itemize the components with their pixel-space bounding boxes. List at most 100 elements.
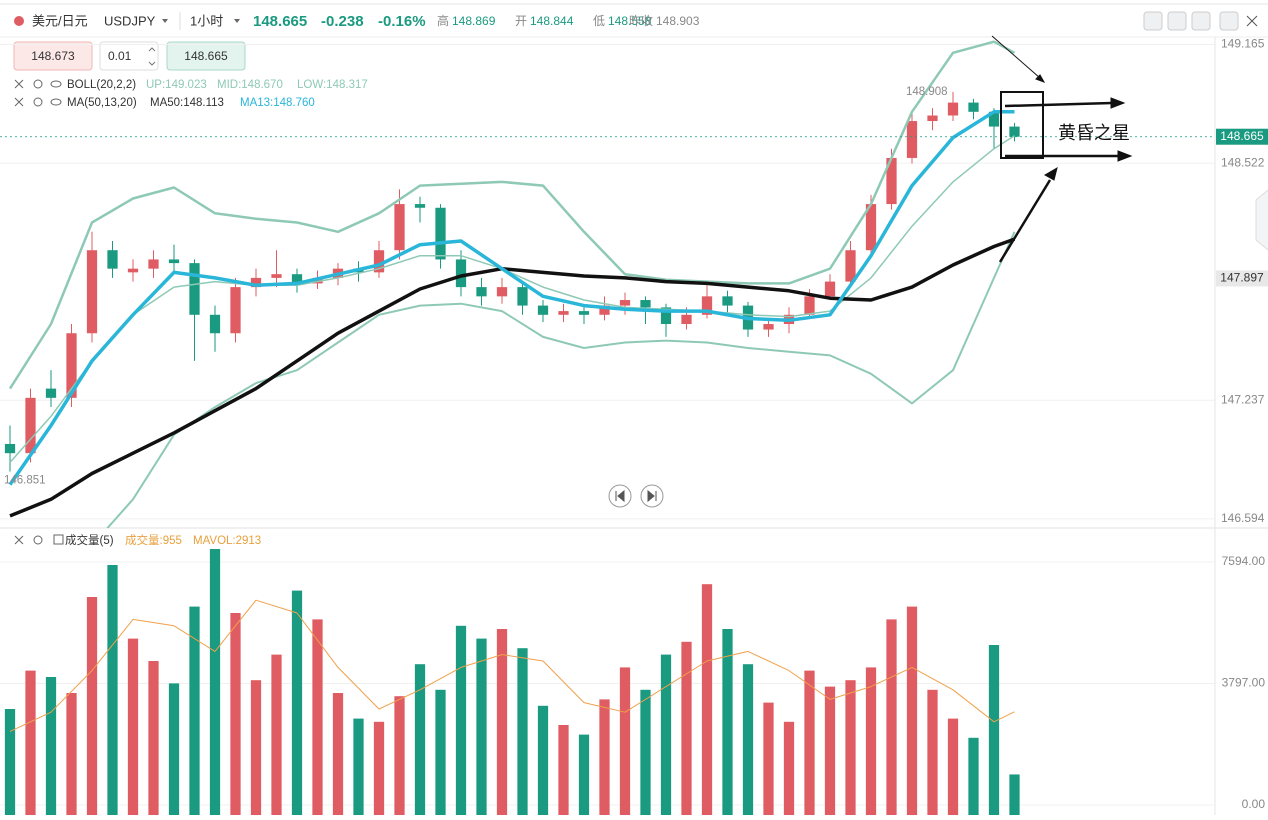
- indicator-line: [9, 599, 1015, 732]
- sell-price: 148.673: [31, 49, 75, 63]
- candle-body: [865, 204, 877, 251]
- volume-bar: [906, 606, 918, 815]
- volume-bar: [394, 696, 405, 815]
- candle-body: [230, 287, 241, 334]
- candle-body: [271, 274, 282, 278]
- qty-box[interactable]: [99, 41, 159, 71]
- candle-body: [148, 259, 159, 269]
- candle-body: [578, 311, 590, 315]
- volume-bar: [312, 619, 323, 815]
- arrow: [1004, 101, 1113, 108]
- symbol-name[interactable]: 美元/日元: [32, 13, 88, 28]
- volume-bar: [927, 689, 938, 815]
- volume-bar: [332, 693, 344, 815]
- candle-body: [906, 121, 918, 158]
- low-label: 低: [593, 14, 605, 28]
- volume-bar: [168, 683, 180, 815]
- volume-bar: [537, 705, 549, 815]
- y-tick-label: 147.237: [1221, 392, 1265, 406]
- boll-mid: MID:148.670: [217, 79, 283, 91]
- close-icon[interactable]: [1246, 15, 1258, 27]
- candle-body: [496, 287, 508, 297]
- dropdown-icon[interactable]: [162, 19, 168, 23]
- settings-icon[interactable]: [33, 79, 43, 89]
- y-tick-label: 146.594: [1221, 511, 1265, 525]
- boll-low: LOW:148.317: [297, 79, 368, 91]
- interval[interactable]: 1小时: [190, 13, 223, 28]
- candle-body: [414, 204, 426, 208]
- candle-body: [619, 300, 631, 306]
- eye-icon[interactable]: [50, 80, 62, 88]
- volume-bar: [701, 584, 713, 815]
- price-marker: [1216, 128, 1268, 145]
- volume-bar: [25, 670, 36, 815]
- tool-button[interactable]: [1191, 11, 1211, 31]
- volume-bar: [127, 638, 139, 815]
- candle-body: [927, 115, 938, 122]
- candle-body: [763, 324, 774, 330]
- remove-icon[interactable]: [14, 79, 24, 545]
- prev: 148.903: [656, 14, 700, 28]
- volume-bar: [189, 606, 200, 815]
- high-label: 高: [437, 13, 449, 28]
- candle-body: [722, 296, 733, 306]
- eye-icon[interactable]: [50, 98, 62, 106]
- expand-icon[interactable]: [53, 534, 64, 545]
- candle-body: [804, 296, 815, 315]
- dropdown-icon[interactable]: [234, 19, 240, 23]
- toolbar: [1143, 11, 1258, 31]
- boll-label: BOLL(20,2,2): [67, 79, 136, 91]
- candle-body: [640, 300, 651, 308]
- candle-body: [845, 250, 856, 282]
- candle-body: [1009, 126, 1020, 137]
- y-tick-label: 149.165: [1221, 37, 1265, 51]
- volume-bar: [660, 654, 672, 815]
- settings-icon[interactable]: [33, 97, 43, 107]
- candle-body: [127, 268, 139, 273]
- buy-box[interactable]: [166, 41, 246, 71]
- candle-body: [537, 305, 549, 315]
- candle-body: [66, 333, 77, 398]
- price-marker-label: 148.665: [1220, 129, 1264, 143]
- volume-bar: [947, 718, 959, 815]
- volume-bar: [373, 721, 385, 815]
- candle-body: [394, 204, 405, 251]
- volume-bar: [722, 629, 733, 815]
- indicator-icons: [14, 79, 64, 545]
- next-icon: [647, 489, 657, 503]
- low-label: 146.851: [4, 474, 46, 486]
- mavol: MAVOL:2913: [193, 535, 261, 547]
- candle-body: [455, 259, 467, 288]
- price-axis: 146.594 147.237 148.522 149.165 0.00 3797.00 7…: [1058, 37, 1268, 811]
- low: 148.558: [608, 14, 652, 28]
- candle-body: [886, 157, 897, 205]
- spinner[interactable]: [148, 47, 156, 66]
- volume-label: 成交量(5): [65, 533, 114, 547]
- y-tick-label: 7594.00: [1222, 554, 1266, 568]
- volume-bar: [681, 641, 692, 815]
- highlight-box: [1000, 91, 1044, 159]
- annotation-shapes: [991, 35, 1133, 263]
- open-label: 开: [515, 14, 527, 28]
- side-tab[interactable]: [1255, 189, 1268, 251]
- ma50: MA50:148.113: [150, 97, 224, 109]
- prev-icon: [615, 489, 625, 503]
- arrow: [998, 179, 1052, 263]
- symbol[interactable]: USDJPY: [104, 13, 156, 28]
- settings-icon[interactable]: [33, 535, 43, 545]
- candle-body: [86, 250, 98, 334]
- price-marker: [1216, 270, 1268, 287]
- volume-bar: [271, 654, 282, 815]
- tool-button[interactable]: [1167, 11, 1187, 31]
- prev-label: 昨收: [629, 14, 653, 28]
- boll-up: UP:149.023: [146, 79, 207, 91]
- volume-now: 成交量:955: [125, 533, 182, 547]
- tool-button[interactable]: [1143, 11, 1163, 31]
- indicator-line: [8, 110, 1015, 486]
- candle-body: [435, 207, 446, 260]
- candle-body: [45, 388, 57, 398]
- candle-body: [107, 250, 118, 269]
- sell-box[interactable]: [13, 41, 93, 71]
- tool-button[interactable]: [1219, 11, 1239, 31]
- arrow-head: [1035, 74, 1046, 83]
